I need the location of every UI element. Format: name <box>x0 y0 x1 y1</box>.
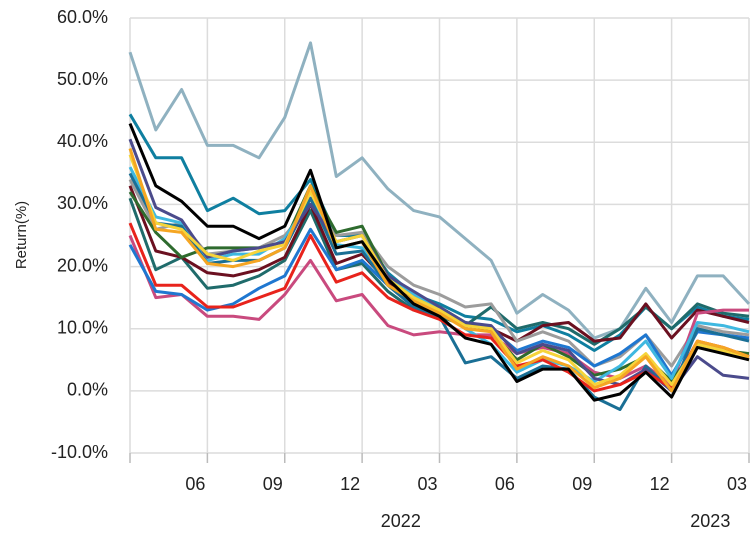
y-tick-label: -10.0% <box>51 442 108 462</box>
y-tick-label: 60.0% <box>57 7 108 27</box>
x-tick-label: 03 <box>417 474 437 494</box>
x-tick-label: 06 <box>185 474 205 494</box>
x-tick-label: 06 <box>495 474 515 494</box>
x-tick-label: 09 <box>572 474 592 494</box>
y-tick-label: 0.0% <box>67 380 108 400</box>
series-line <box>128 154 750 387</box>
x-tick-label: 12 <box>340 474 360 494</box>
series-line <box>128 123 750 402</box>
year-label: 2022 <box>381 511 421 531</box>
y-tick-label: 40.0% <box>57 131 108 151</box>
x-tick-label: 09 <box>263 474 283 494</box>
series-line <box>128 41 750 340</box>
series-line <box>128 138 750 393</box>
y-axis-label: Return(%) <box>13 201 30 269</box>
y-tick-label: 50.0% <box>57 69 108 89</box>
year-label: 2023 <box>690 511 730 531</box>
x-tick-label: 03 <box>727 474 747 494</box>
series-line <box>128 148 750 393</box>
y-tick-label: 30.0% <box>57 193 108 213</box>
y-tick-label: 10.0% <box>57 317 108 337</box>
y-tick-label: 20.0% <box>57 255 108 275</box>
x-tick-label: 12 <box>650 474 670 494</box>
